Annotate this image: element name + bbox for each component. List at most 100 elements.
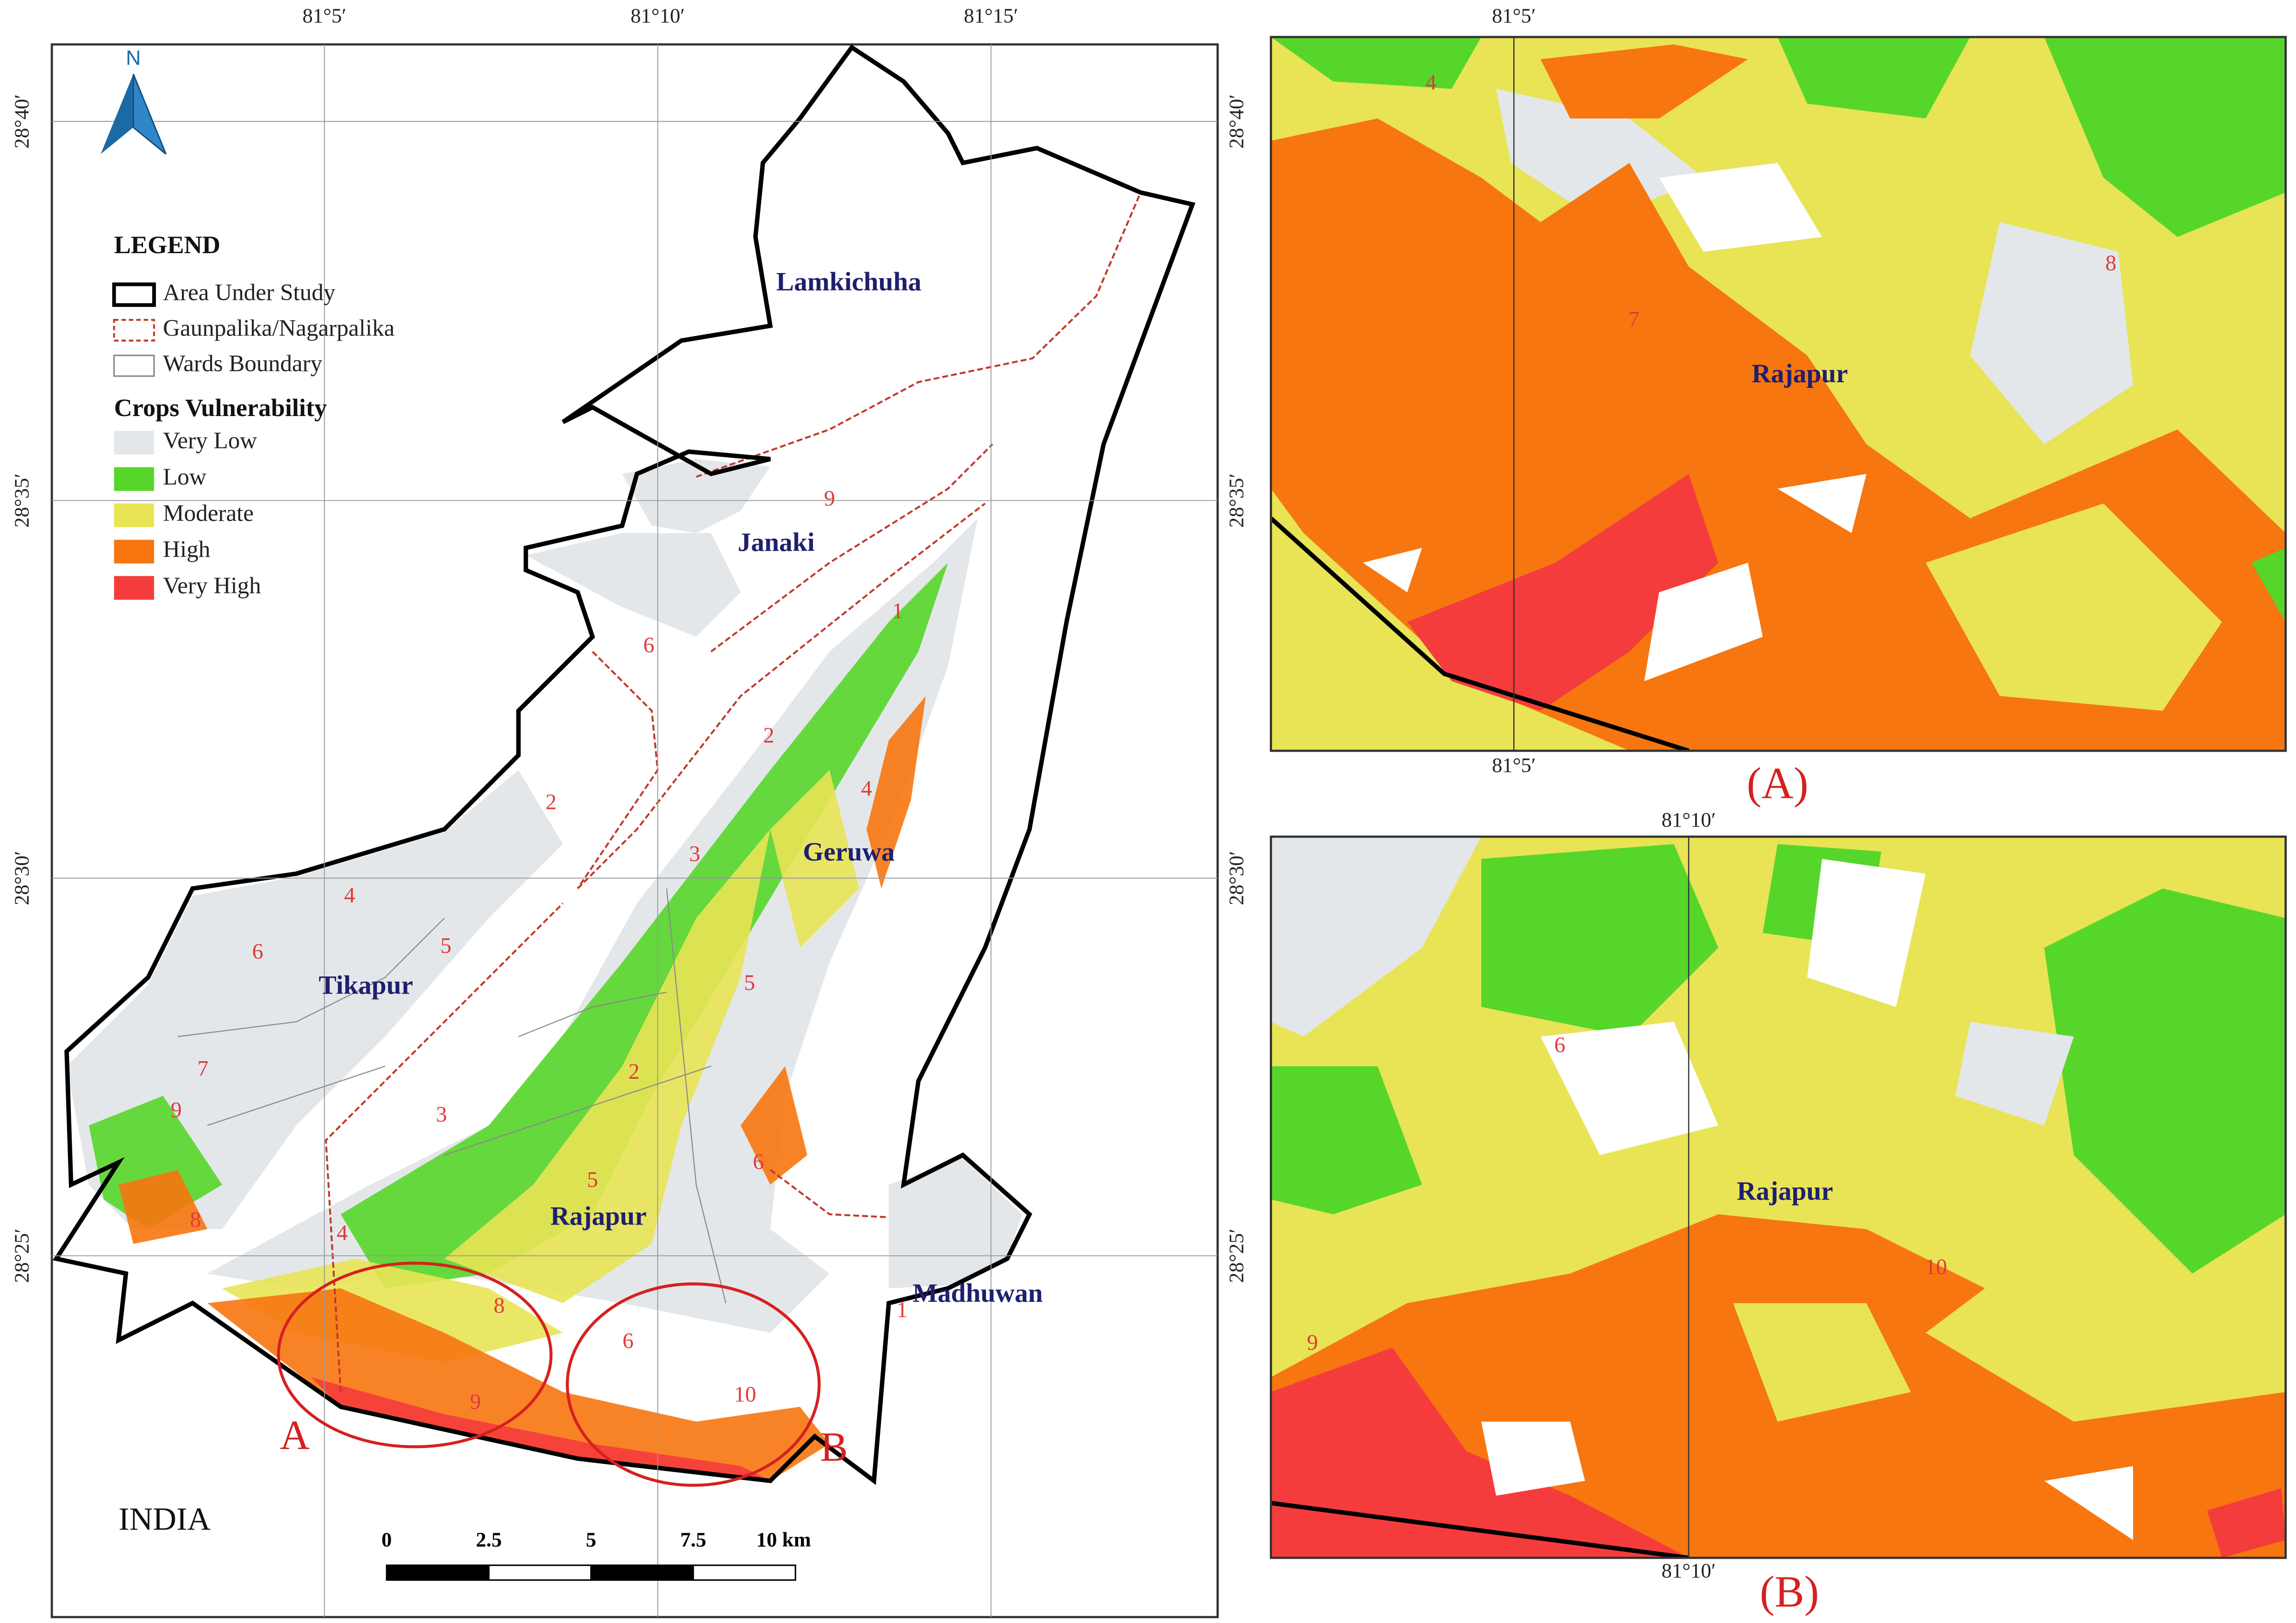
place-label: Janaki <box>738 528 815 557</box>
zoom-label: B <box>820 1424 848 1470</box>
legend-swatch <box>114 503 154 528</box>
inset-caption: (B) <box>1760 1567 1819 1616</box>
ward-label: 9 <box>824 486 835 511</box>
lat-label: 28°35′ <box>1224 473 1248 528</box>
ward-label: 2 <box>545 790 556 815</box>
vulnerability-patch <box>1644 562 1763 681</box>
ward-label: 6 <box>623 1329 634 1353</box>
ward-label: 10 <box>734 1382 756 1406</box>
legend-swatch <box>114 431 154 455</box>
legend-swatch <box>114 576 154 600</box>
vulnerability-patch <box>1541 44 1748 118</box>
vulnerability-patch <box>1926 503 2222 711</box>
ward-label: 4 <box>337 1221 348 1245</box>
gaunpalika-boundary <box>577 503 986 889</box>
lat-label: 28°25′ <box>10 1229 33 1283</box>
scale-label: 10 km <box>756 1528 811 1551</box>
ward-label: 2 <box>763 723 774 748</box>
lat-label: 28°25′ <box>1224 1229 1248 1283</box>
place-label: Lamkichuha <box>776 267 922 297</box>
vulnerability-patch <box>341 562 948 1288</box>
legend-label: Gaunpalika/Nagarpalika <box>163 315 395 341</box>
vulnerability-patch <box>1807 858 1926 1007</box>
study-area-outline <box>1271 1501 1689 1558</box>
vulnerability-patch <box>741 1066 807 1185</box>
lon-label: 81°10′ <box>1661 1559 1716 1582</box>
lon-label: 81°5′ <box>1492 4 1536 27</box>
study-area-fill <box>56 47 1192 1481</box>
vulnerability-patch <box>2044 1466 2133 1540</box>
ward-label: 7 <box>1628 307 1640 331</box>
legend-swatch <box>112 282 156 307</box>
very-low-area <box>207 518 978 1333</box>
ward-boundary <box>207 1065 386 1126</box>
north-label: N <box>126 46 141 69</box>
vulnerability-patch <box>1541 1021 1718 1155</box>
vulnerability-patch <box>1659 162 1822 252</box>
vulnerability-patch <box>1271 1066 1422 1214</box>
ward-label: 6 <box>1554 1032 1566 1057</box>
gaunpalika-boundary <box>324 902 564 1392</box>
vulnerability-patch <box>207 1288 830 1481</box>
scale-segment <box>693 1564 796 1581</box>
legend-label: High <box>163 536 210 563</box>
lon-label: 81°10′ <box>630 4 685 27</box>
inset-content <box>1271 836 2286 1558</box>
vulnerability-patch <box>770 770 859 948</box>
ward-label: 6 <box>252 939 263 964</box>
north-arrow <box>132 74 167 155</box>
place-label: Geruwa <box>803 838 894 867</box>
place-label: Rajapur <box>550 1202 647 1231</box>
legend-label: Low <box>163 464 206 490</box>
north-arrow <box>100 74 133 154</box>
legend-swatch <box>114 540 154 564</box>
vulnerability-patch <box>2044 888 2286 1274</box>
ward-label: 8 <box>190 1207 201 1232</box>
vulnerability-patch <box>1778 473 1866 533</box>
vulnerability-patch <box>2252 547 2286 622</box>
scale-label: 5 <box>586 1528 596 1551</box>
ward-label: 4 <box>344 883 355 908</box>
legend-label: Area Under Study <box>163 280 336 306</box>
vulnerability-patch <box>1955 1021 2074 1126</box>
ward-boundary <box>444 1065 711 1156</box>
vulnerability-patch <box>1970 222 2133 444</box>
ward-label: 1 <box>897 1298 908 1322</box>
ward-label: 8 <box>493 1293 505 1318</box>
lat-label: 28°40′ <box>10 94 33 149</box>
vulnerability-patch <box>2207 1488 2286 1558</box>
scale-segment <box>488 1564 592 1581</box>
scale-label: 2.5 <box>476 1528 502 1551</box>
ward-label: 8 <box>2105 251 2116 275</box>
inset-frame <box>1270 36 2287 752</box>
legend-swatch <box>113 319 155 342</box>
vulnerability-patch <box>867 696 926 889</box>
scale-segment <box>590 1564 694 1581</box>
place-label: Tikapur <box>319 970 413 1000</box>
vulnerability-patch <box>119 1169 207 1244</box>
lat-label: 28°40′ <box>1224 94 1248 149</box>
ward-label: 1 <box>892 599 903 623</box>
legend-swatch <box>114 467 154 491</box>
vulnerability-patch <box>1778 37 1970 118</box>
vulnerability-patch <box>1733 1303 1911 1422</box>
main-map: 81°5′81°5′81°10′81°10′81°15′81°15′28°40′… <box>10 4 1248 1623</box>
ward-label: 3 <box>436 1102 447 1127</box>
ward-label: 5 <box>744 970 755 995</box>
place-label: Rajapur <box>1737 1176 1833 1206</box>
gaunpalika-boundary <box>710 443 993 653</box>
vulnerability-patch <box>1481 1421 1585 1496</box>
ward-label: 10 <box>1925 1255 1947 1279</box>
vulnerability-patch <box>311 1377 770 1481</box>
legend-label: Very High <box>163 572 261 599</box>
zoom-label: A <box>280 1412 310 1458</box>
country-label: INDIA <box>119 1501 211 1537</box>
ward-label: 3 <box>689 842 700 866</box>
vulnerability-patch <box>1271 37 1481 89</box>
ward-label: 9 <box>171 1098 182 1122</box>
legend-label: Very Low <box>163 427 257 454</box>
lon-label: 81°15′ <box>964 4 1018 27</box>
very-low-area <box>67 770 563 1229</box>
